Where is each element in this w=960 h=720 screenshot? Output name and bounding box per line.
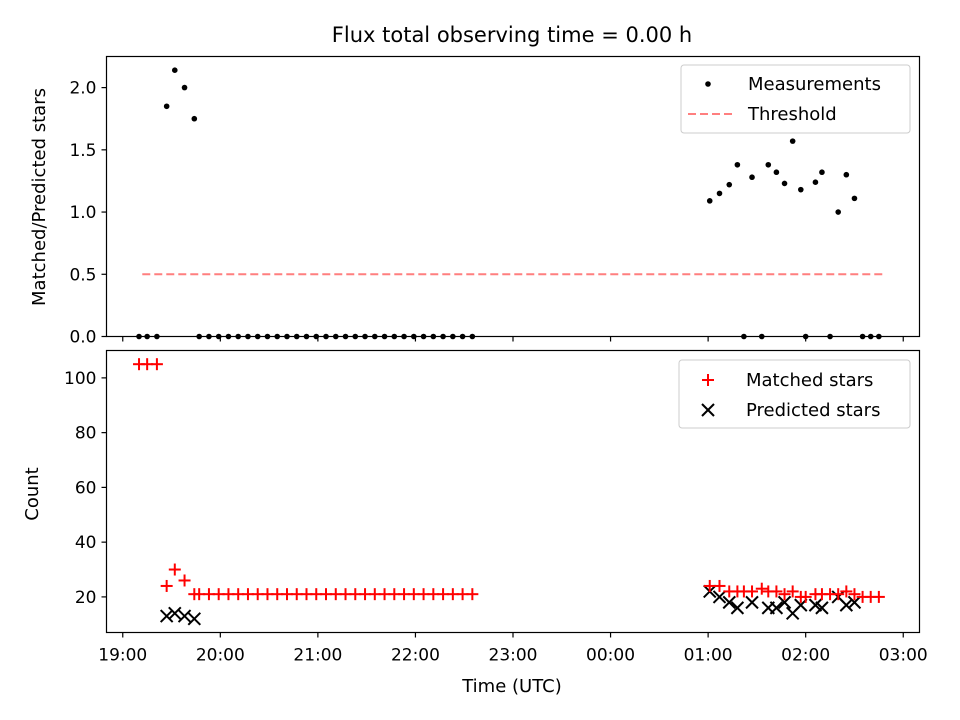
matched-star-point (786, 585, 799, 598)
matched-star-point (466, 588, 479, 601)
matched-star-point (770, 585, 783, 598)
matched-star-point (778, 588, 791, 601)
bottom-y-ticks: 20 40 60 80 100 (64, 369, 107, 608)
top-legend: Measurements Threshold (680, 64, 911, 134)
predicted-star-point (722, 595, 736, 610)
predicted-star-point (730, 601, 745, 615)
matched-star-point (746, 585, 759, 598)
matched-star-point (840, 585, 853, 598)
top-y-axis-label: Matched/Predicted stars (29, 88, 50, 306)
bottom-y-axis-label: Count (22, 467, 43, 520)
measurement-point (181, 84, 188, 91)
matched-star-point (832, 588, 845, 601)
predicted-star-point (839, 598, 854, 612)
measurement-point (835, 209, 841, 215)
top-y-tick-label: 1.5 (69, 141, 96, 161)
predicted-star-point (177, 609, 192, 623)
measurement-point (773, 169, 780, 176)
matched-star-point (848, 588, 861, 601)
predicted-star-point (187, 612, 202, 626)
measurement-point (851, 195, 858, 202)
x-tick-label: 01:00 (684, 646, 733, 666)
matched-star-point (755, 582, 768, 595)
top-x-ticks (122, 336, 904, 342)
bottom-y-tick-label: 100 (64, 369, 96, 389)
predicted-star-point (712, 590, 727, 604)
measurement-point (171, 67, 178, 73)
measurement-point (706, 198, 713, 204)
x-axis-label: Time (UTC) (461, 676, 562, 697)
legend-predicted-marker (701, 403, 715, 417)
measurement-point (789, 138, 796, 144)
x-tick-label: 23:00 (489, 646, 538, 666)
x-tick-label: 19:00 (98, 646, 147, 666)
matched-star-point (713, 579, 726, 592)
predicted-star-point (745, 595, 759, 610)
top-y-tick-label: 0.0 (69, 328, 96, 348)
top-panel: 0.00.51.01.52.0 Matched/Predicted stars … (29, 55, 921, 348)
x-tick-label: 02:00 (781, 646, 830, 666)
top-y-tick-label: 0.5 (69, 265, 96, 285)
measurement-point (843, 171, 850, 178)
bottom-legend: Matched stars Predicted stars (678, 359, 911, 429)
measurement-point (191, 115, 198, 122)
matched-star-point (168, 563, 181, 576)
measurement-point (781, 180, 788, 187)
predicted-star-point (847, 595, 862, 610)
measurement-point (749, 174, 755, 181)
matched-star-point (799, 590, 812, 603)
bottom-x-ticks: 19:00 20:00 21:00 22:00 23:00 00:00 01:00 02:00… (98, 632, 928, 666)
x-tick-label: 20:00 (196, 646, 245, 666)
top-y-ticks: 0.0 0.5 1.0 1.5 2.0 (69, 79, 107, 348)
bottom-y-tick-label: 20 (75, 588, 97, 608)
legend-threshold-label: Threshold (747, 104, 837, 125)
matched-star-point (150, 358, 163, 371)
measurement-point (716, 190, 723, 197)
bottom-plot-area (133, 358, 885, 626)
legend-measurements-marker (705, 81, 711, 87)
bottom-y-tick-label: 60 (75, 478, 97, 498)
measurement-point (812, 179, 819, 185)
top-y-tick-label: 2.0 (69, 79, 96, 99)
measurement-point (819, 169, 825, 176)
legend-matched-marker (702, 374, 714, 386)
x-tick-label: 22:00 (391, 646, 440, 666)
legend-predicted-label: Predicted stars (746, 400, 880, 421)
legend-measurements-label: Measurements (748, 74, 881, 95)
predicted-star-point (159, 609, 174, 623)
predicted-star-point (769, 601, 784, 615)
measurement-point (734, 161, 741, 168)
bottom-panel: 20 40 60 80 100 19:00 20:00 21:00 22:00 23:00 00:… (22, 349, 928, 697)
bottom-y-tick-label: 40 (75, 533, 97, 553)
measurement-point (798, 186, 804, 193)
predicted-star-point (815, 601, 829, 615)
bottom-y-tick-label: 80 (75, 424, 97, 444)
x-tick-label: 21:00 (293, 646, 342, 666)
measurement-point (163, 103, 170, 110)
x-tick-label: 00:00 (586, 646, 635, 666)
matched-star-point (178, 574, 191, 587)
top-legend-box (680, 64, 911, 134)
top-y-tick-label: 1.0 (69, 203, 96, 223)
predicted-star-point (777, 595, 792, 610)
predicted-star-point (168, 606, 182, 621)
matched-star-point (872, 590, 885, 603)
measurement-point (765, 161, 772, 168)
legend-matched-label: Matched stars (746, 370, 873, 391)
matched-star-point (160, 579, 173, 592)
measurement-point (726, 181, 733, 188)
chart-title: Flux total observing time = 0.00 h (332, 23, 692, 47)
x-tick-label: 03:00 (879, 646, 928, 666)
bottom-legend-box (678, 359, 911, 429)
